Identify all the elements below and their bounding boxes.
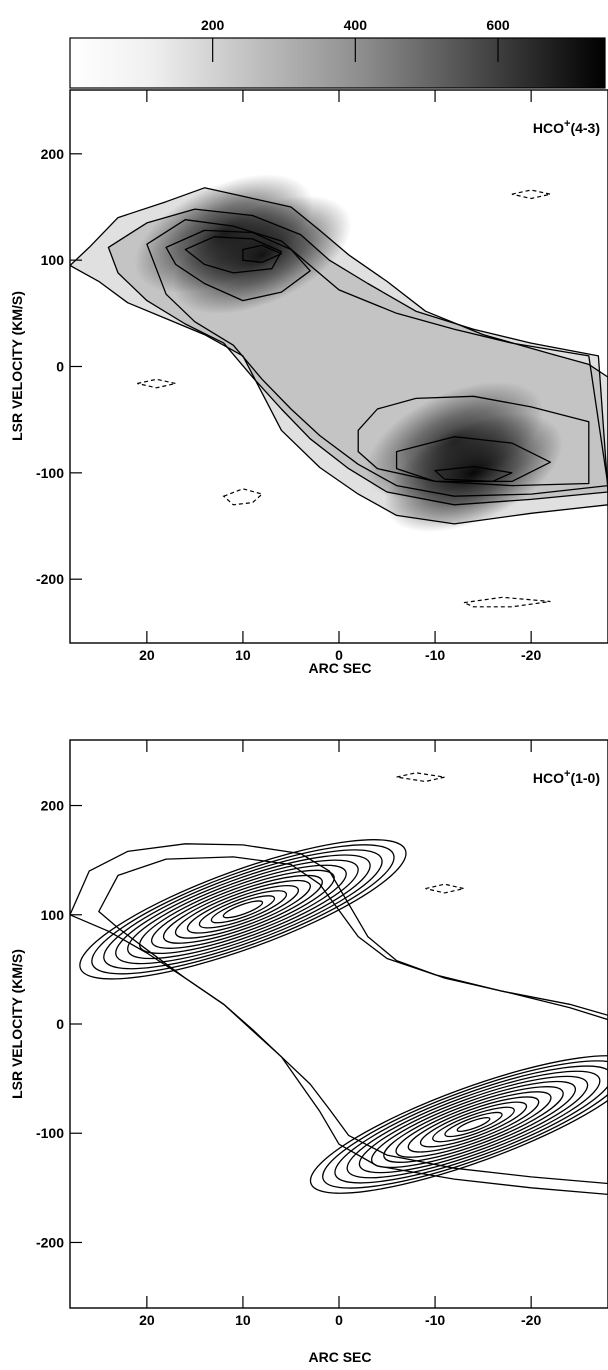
y-tick-label: 100	[41, 252, 65, 268]
x-tick-label: 0	[335, 647, 343, 663]
contour-line	[103, 849, 383, 970]
colorbar-ticks: 200 400 600	[201, 17, 510, 62]
contour-line	[444, 1111, 503, 1138]
x-tick-label: 20	[139, 647, 155, 663]
x-tick-label: -20	[521, 1312, 541, 1328]
contour-line	[395, 436, 552, 483]
panel-label-top: HCO+(4-3)	[533, 118, 600, 136]
x-tick-label: -10	[425, 647, 445, 663]
contour-line	[115, 854, 371, 965]
contour-line	[370, 1080, 577, 1169]
x-tick-label: 20	[139, 1312, 155, 1328]
y-tick-label: 200	[41, 798, 65, 814]
y-tick-label: 0	[56, 1016, 64, 1032]
y-tick-label: 100	[41, 907, 65, 923]
contour-line	[91, 844, 395, 975]
plot-frame-bottom	[69, 739, 608, 1309]
x-axis-label-bottom: ARC SEC	[308, 1349, 371, 1365]
contour-line	[162, 874, 323, 944]
emission-peak	[364, 381, 544, 501]
contour-line	[346, 1070, 601, 1179]
contour-line	[198, 890, 288, 929]
contour-line	[456, 1116, 491, 1133]
x-tick-label: 0	[335, 1312, 343, 1328]
x-axis-label-top: ARC SEC	[308, 660, 371, 676]
contour-line	[146, 219, 608, 497]
colorbar: 200 400 600	[69, 17, 606, 89]
negative-contour	[222, 488, 264, 506]
contour-line	[70, 843, 608, 1196]
y-tick-label: -200	[36, 1234, 64, 1250]
negative-contour	[396, 772, 445, 783]
contour-line	[334, 1065, 608, 1184]
contour-line	[322, 1060, 608, 1189]
contour-line	[70, 187, 608, 525]
x-tick-label: -10	[425, 1312, 445, 1328]
y-tick-label: -200	[36, 571, 64, 587]
contour-line	[127, 859, 359, 960]
emission-peak	[134, 174, 314, 293]
contour-set-top	[70, 187, 608, 608]
colorbar-tick-label: 200	[201, 17, 225, 33]
y-tick-label: 200	[41, 146, 65, 162]
colorbar-tick-label: 600	[486, 17, 510, 33]
negative-contour	[425, 883, 465, 894]
contour-line	[432, 1106, 515, 1143]
contour-line	[79, 839, 407, 980]
contour-line	[357, 395, 590, 487]
contour-line	[210, 895, 276, 924]
contour-line	[174, 879, 311, 939]
panel-label-bottom: HCO+(1-0)	[533, 768, 600, 786]
contour-line	[165, 229, 311, 302]
contour-line	[419, 1101, 528, 1148]
colorbar-gradient	[69, 37, 606, 89]
negative-contour	[461, 596, 551, 608]
contour-line	[358, 1075, 589, 1174]
y-tick-label: -100	[36, 465, 64, 481]
y-axis-label-bottom: LSR VELOCITY (KM/S)	[9, 949, 25, 1099]
x-tick-label: 10	[235, 1312, 251, 1328]
contour-line	[242, 244, 283, 263]
negative-contour	[511, 189, 551, 200]
contour-line	[434, 465, 513, 483]
contour-line	[407, 1096, 540, 1153]
contour-line	[309, 1055, 608, 1194]
contour-line	[383, 1086, 564, 1163]
greyscale-emission	[70, 174, 608, 533]
x-tick-label: 10	[235, 647, 251, 663]
contour-line	[395, 1091, 552, 1158]
contour-line	[222, 900, 264, 919]
y-tick-label: 0	[56, 359, 64, 375]
contour-line	[139, 864, 347, 955]
contour-line	[107, 208, 608, 506]
contour-line	[186, 884, 300, 934]
contour-set-bottom	[70, 772, 608, 1196]
colorbar-tick-label: 400	[344, 17, 368, 33]
contour-line	[150, 869, 335, 949]
negative-contour	[137, 378, 176, 389]
y-axis-label-top: LSR VELOCITY (KM/S)	[9, 291, 25, 441]
y-tick-label: -100	[36, 1125, 64, 1141]
x-tick-label: -20	[521, 647, 541, 663]
contour-line	[184, 236, 283, 274]
